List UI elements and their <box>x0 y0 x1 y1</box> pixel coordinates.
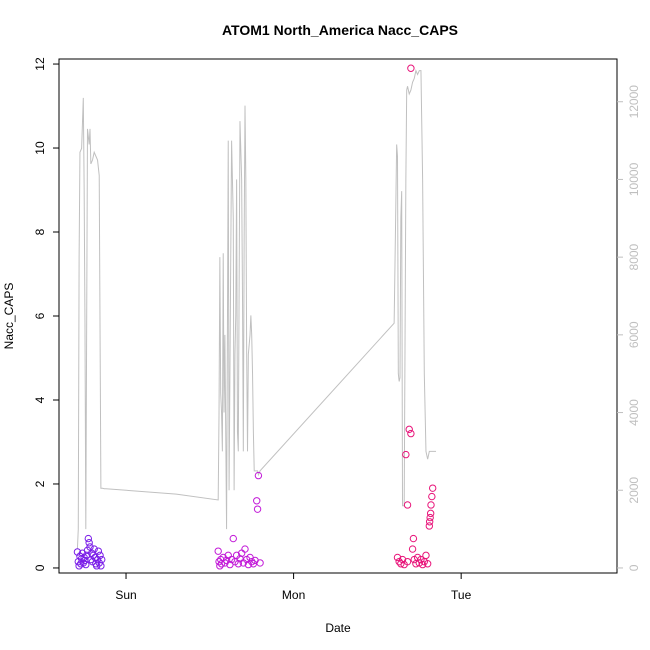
bottom-axis: Sun Mon Tue <box>115 573 472 602</box>
data-point-83 <box>426 509 435 518</box>
data-point-57 <box>254 471 263 480</box>
right-tick-label-1: 2000 <box>627 477 641 504</box>
left-tick-label-1: 2 <box>33 480 47 487</box>
y-axis-label: Nacc_CAPS <box>2 283 16 350</box>
right-axis: 0 2000 4000 6000 8000 10000 12000 <box>617 85 641 571</box>
data-point-66 <box>405 425 413 434</box>
left-tick-label-4: 8 <box>33 228 47 235</box>
data-point-29 <box>98 555 106 564</box>
data-point-80 <box>425 522 434 530</box>
data-point-68 <box>408 545 417 553</box>
x-tick-label-2: Tue <box>451 588 472 602</box>
data-point-61 <box>397 560 405 568</box>
data-point-64 <box>402 450 410 459</box>
data-point-52 <box>248 557 256 566</box>
data-point-67 <box>407 429 415 438</box>
left-tick-label-6: 12 <box>33 57 47 71</box>
line-layer <box>76 69 437 549</box>
data-point-81 <box>425 518 434 526</box>
data-point-13 <box>84 534 93 543</box>
right-tick-label-6: 12000 <box>627 85 641 119</box>
data-point-72 <box>403 501 412 509</box>
data-point-85 <box>428 492 436 501</box>
data-point-69 <box>409 534 418 543</box>
data-point-56 <box>253 505 262 513</box>
chart-title: ATOM1 North_America Nacc_CAPS <box>222 22 458 38</box>
right-tick-label-3: 6000 <box>627 321 641 348</box>
data-point-86 <box>428 484 437 492</box>
data-point-55 <box>253 497 261 505</box>
data-point-10 <box>82 560 90 569</box>
x-tick-label-1: Mon <box>282 588 305 602</box>
data-point-48 <box>241 545 249 553</box>
data-point-14 <box>85 539 93 547</box>
data-point-30 <box>214 547 222 555</box>
data-point-84 <box>427 501 435 509</box>
data-point-87 <box>407 64 415 72</box>
right-tick-label-5: 10000 <box>627 162 641 196</box>
left-axis: 0 2 4 6 8 10 12 <box>33 57 59 571</box>
data-point-58 <box>256 559 264 567</box>
data-point-8 <box>80 553 88 562</box>
data-point-59 <box>393 553 402 562</box>
data-point-78 <box>422 551 430 560</box>
data-point-65 <box>403 557 412 566</box>
x-tick-label-0: Sun <box>115 588 136 602</box>
data-point-79 <box>423 560 432 568</box>
data-point-25 <box>94 547 103 555</box>
data-point-62 <box>398 555 407 564</box>
left-tick-label-5: 10 <box>33 141 47 155</box>
points-layer <box>73 64 437 570</box>
data-point-44 <box>234 560 243 568</box>
data-point-20 <box>90 545 98 553</box>
left-tick-label-2: 4 <box>33 396 47 403</box>
left-tick-label-0: 0 <box>33 564 47 571</box>
data-point-41 <box>229 534 237 543</box>
data-point-27 <box>96 551 104 560</box>
data-point-0 <box>73 548 82 556</box>
right-tick-label-2: 4000 <box>627 399 641 426</box>
right-tick-label-4: 8000 <box>627 243 641 270</box>
left-tick-label-3: 6 <box>33 312 47 319</box>
series-line <box>76 69 437 549</box>
plot-frame <box>58 58 618 574</box>
x-axis-label: Date <box>325 621 351 635</box>
right-tick-label-0: 0 <box>627 564 641 571</box>
data-point-82 <box>426 513 434 522</box>
